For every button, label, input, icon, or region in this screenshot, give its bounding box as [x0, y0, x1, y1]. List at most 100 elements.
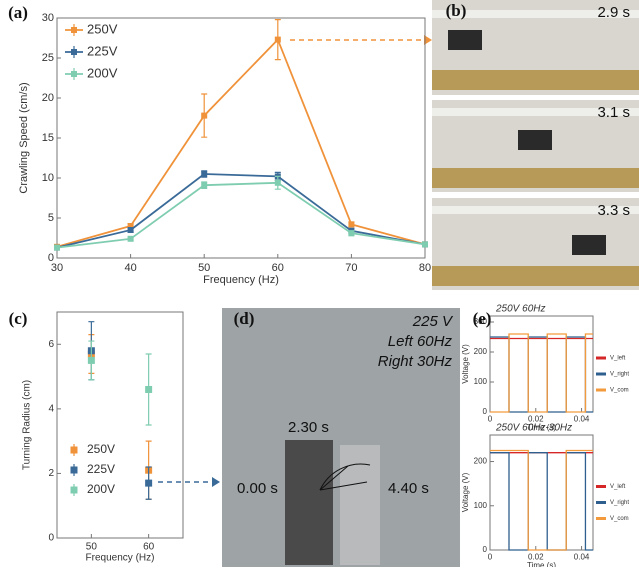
x-tick-label: 0.02 [528, 552, 544, 561]
time-label: 0.00 s [237, 480, 278, 497]
x-axis-label: Frequency (Hz) [86, 553, 155, 564]
series-line [490, 336, 593, 413]
photo-b: (b) 2.9 s 3.1 s 3.3 s [432, 0, 639, 290]
ruler [432, 70, 639, 90]
y-tick-label: 5 [48, 212, 54, 224]
chart-title: 250V 60Hz-30Hz [495, 423, 572, 434]
x-tick-label: 70 [345, 262, 357, 274]
condition: Left 60Hz [388, 333, 453, 350]
y-axis-label: Turning Radius (cm) [22, 380, 33, 470]
marker [145, 385, 153, 393]
arrow-head [424, 35, 432, 45]
x-axis-label: Time (s) [527, 561, 556, 567]
marker [127, 235, 134, 242]
marker [274, 36, 281, 43]
y-tick-label: 6 [48, 339, 54, 350]
x-tick-label: 50 [86, 542, 98, 553]
series-line [56, 181, 426, 249]
rotation-line [319, 465, 349, 491]
series-line [56, 173, 426, 249]
x-tick-label: 50 [198, 262, 210, 274]
y-tick-label: 4 [48, 403, 54, 414]
x-axis-label: Time (s) [527, 423, 556, 432]
rail [432, 10, 639, 18]
ruler [432, 266, 639, 286]
y-tick-label: 0 [483, 545, 488, 554]
legend-label: V_com [610, 388, 629, 394]
x-tick-label: 60 [143, 542, 155, 553]
robot [340, 445, 380, 565]
series-line [490, 333, 593, 413]
x-axis-label: Frequency (Hz) [203, 274, 279, 286]
legend-marker [70, 486, 78, 494]
plot-frame [56, 311, 184, 539]
rotation-line [319, 481, 368, 491]
marker [201, 112, 208, 119]
time-label: 2.9 s [597, 4, 630, 21]
panel-label: (e) [473, 309, 492, 328]
condition: Right 30Hz [378, 353, 453, 370]
marker [348, 221, 355, 228]
time-label: 3.1 s [597, 104, 630, 121]
time-label: 3.3 s [597, 202, 630, 219]
y-tick-label: 200 [474, 347, 488, 356]
marker [145, 479, 153, 487]
y-tick-label: 200 [474, 457, 488, 466]
plot-frame [489, 315, 594, 413]
y-tick-label: 20 [42, 92, 54, 104]
legend-label: 250V [87, 442, 115, 456]
y-tick-label: 10 [42, 172, 54, 184]
legend-label: V_left [610, 484, 626, 490]
x-tick-label: 0.02 [528, 414, 544, 423]
panel-label: (d) [234, 309, 255, 328]
robot [572, 235, 606, 255]
x-tick-label: 60 [272, 262, 284, 274]
legend-label: 225V [87, 43, 118, 58]
y-axis-label: Voltage (V) [461, 472, 470, 512]
x-tick-label: 80 [419, 262, 431, 274]
rail [432, 206, 639, 214]
legend-marker [71, 49, 77, 55]
y-tick-label: 0 [483, 407, 488, 416]
series-line [490, 449, 593, 551]
robot [448, 30, 482, 50]
robot [518, 130, 552, 150]
marker [201, 182, 208, 189]
x-tick-label: 30 [51, 262, 63, 274]
series-line [490, 452, 593, 551]
marker [54, 244, 60, 251]
legend-label: 250V [87, 21, 118, 36]
x-tick-label: 0 [488, 552, 493, 561]
series-line [56, 37, 426, 248]
x-tick-label: 0.04 [574, 414, 590, 423]
marker [87, 356, 95, 364]
x-tick-label: 0 [488, 414, 493, 423]
x-tick-label: 40 [124, 262, 136, 274]
legend-label: 200V [87, 482, 115, 496]
condition: 225 V [412, 313, 454, 330]
time-label: 4.40 s [388, 480, 429, 497]
marker [274, 179, 281, 186]
legend-label: V_right [610, 372, 629, 378]
y-tick-label: 0 [48, 252, 54, 264]
rail [432, 108, 639, 116]
y-tick-label: 100 [474, 501, 488, 510]
robot [285, 440, 333, 565]
chart-title: 250V 60Hz [495, 304, 545, 315]
y-tick-label: 30 [42, 12, 54, 24]
marker [127, 227, 134, 233]
photo-d: (d) 225 V Left 60Hz Right 30Hz 0.00 s 2.… [222, 308, 460, 567]
x-tick-label: 0.04 [574, 552, 590, 561]
legend-label: 225V [87, 462, 115, 476]
y-axis-label: Voltage (V) [461, 344, 470, 384]
legend-label: V_left [610, 356, 626, 362]
y-tick-label: 25 [42, 52, 54, 64]
panel-label: (a) [8, 3, 28, 22]
y-axis-label: Crawling Speed (cm/s) [18, 82, 30, 193]
legend-marker [70, 466, 78, 474]
panel-label: (c) [9, 309, 28, 328]
legend-marker [70, 446, 78, 454]
rotation-arc [319, 463, 371, 491]
